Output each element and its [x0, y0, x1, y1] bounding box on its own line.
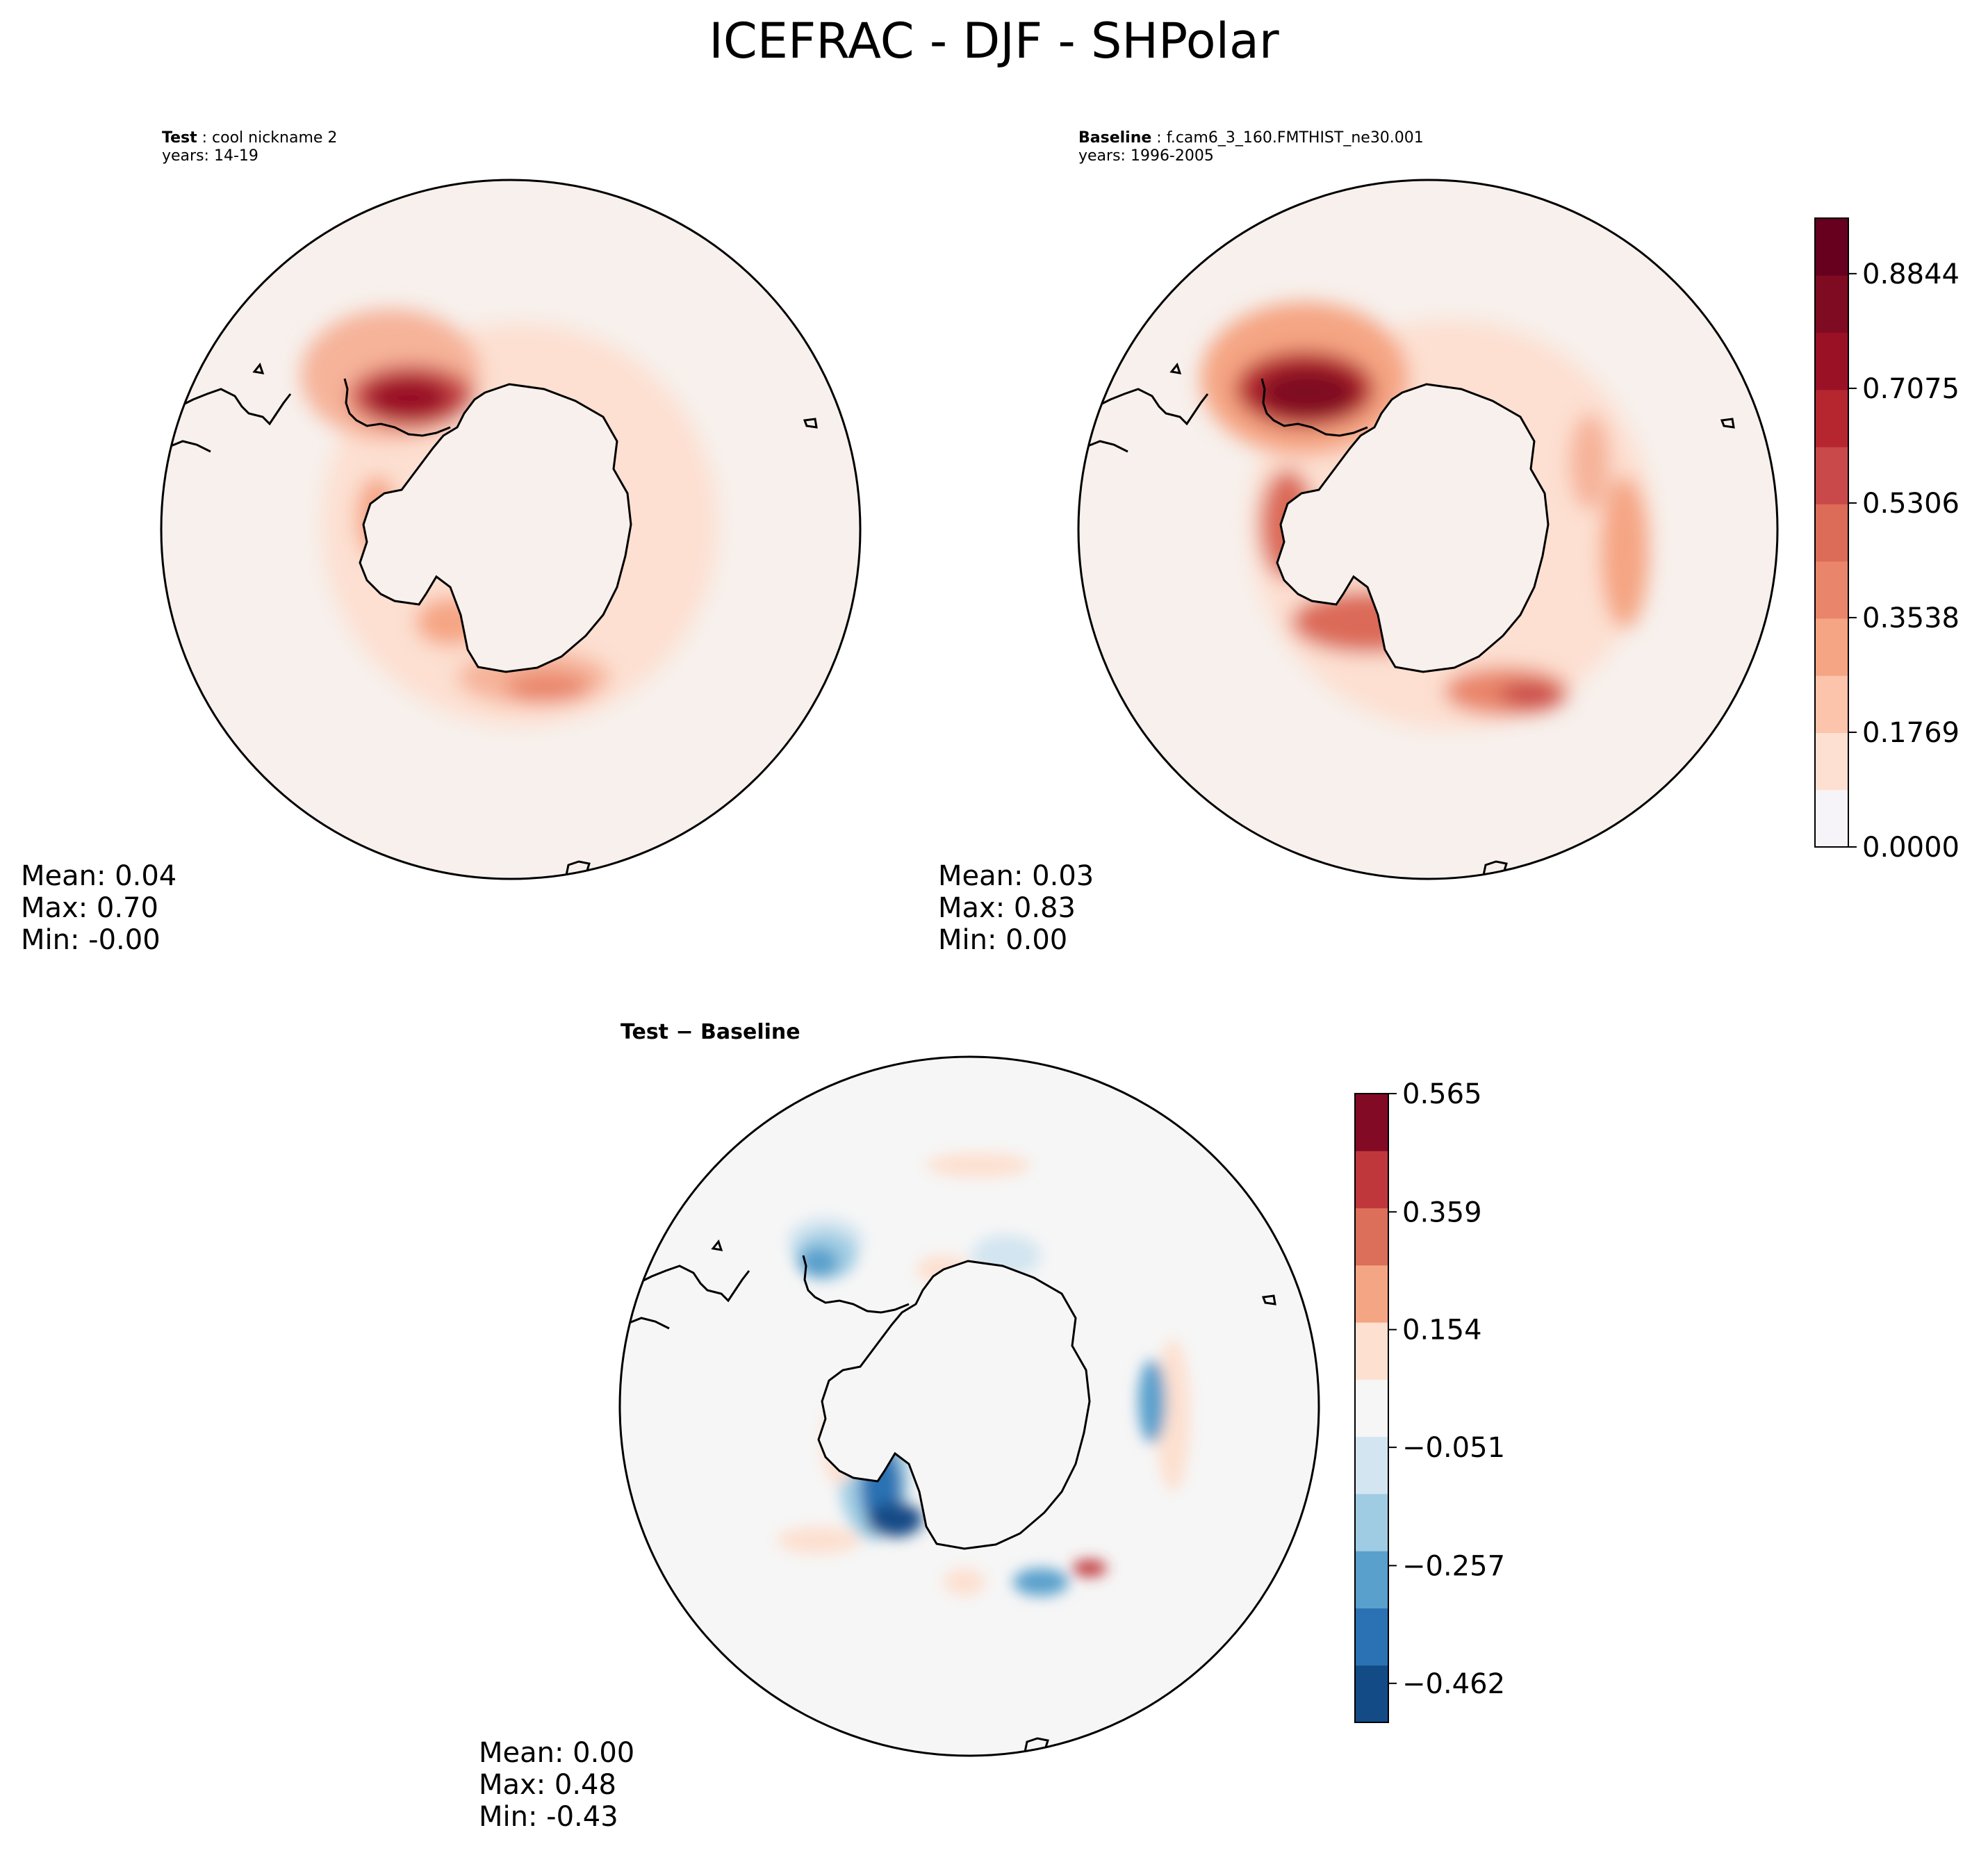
- test-years: years: 14-19: [162, 147, 258, 165]
- small-island: [1720, 418, 1735, 429]
- diff-colorbar-tick-label: −0.051: [1402, 1432, 1505, 1464]
- antarctica-landmass: [359, 383, 632, 673]
- figure-title: ICEFRAC - DJF - SHPolar: [709, 13, 1279, 69]
- main-colorbar-segment: [1815, 561, 1848, 619]
- main-colorbar-segment: [1815, 504, 1848, 562]
- diff-mean: Mean: 0.00: [479, 1737, 635, 1769]
- test-panel-title: Test : cool nickname 2 years: 14-19: [162, 129, 338, 165]
- test-min: Min: -0.00: [21, 924, 161, 956]
- test-stats: Mean: 0.04 Max: 0.70 Min: -0.00: [21, 860, 176, 956]
- diff-map: [618, 1055, 1320, 1757]
- diff-stats: Mean: 0.00 Max: 0.48 Min: -0.43: [479, 1737, 634, 1833]
- diff-colorbar-tick-label: 0.154: [1402, 1315, 1482, 1346]
- antarctic-peninsula: [1260, 378, 1368, 437]
- baseline-mean: Mean: 0.03: [938, 860, 1094, 892]
- baseline-case-name: f.cam6_3_160.FMTHIST_ne30.001: [1166, 129, 1424, 147]
- baseline-panel-title: Baseline : f.cam6_3_160.FMTHIST_ne30.001…: [1078, 129, 1424, 165]
- main-colorbar-segment: [1815, 218, 1848, 276]
- main-colorbar-segment: [1815, 618, 1848, 676]
- diff-colorbar-tick-label: 0.565: [1402, 1078, 1482, 1110]
- small-island: [803, 418, 818, 429]
- main-colorbar-tick-label: 0.5306: [1862, 488, 1960, 520]
- diff-colorbar-segment: [1355, 1551, 1388, 1608]
- main-colorbar-tick-label: 0.3538: [1862, 602, 1960, 634]
- antarctic-peninsula: [343, 378, 451, 437]
- test-max: Max: 0.70: [21, 892, 158, 924]
- small-island: [1261, 1294, 1276, 1306]
- diff-colorbar-segment: [1355, 1094, 1388, 1151]
- main-colorbar-segment: [1815, 389, 1848, 447]
- test-label: Test: [162, 129, 197, 147]
- south-america-coast: [1082, 362, 1209, 453]
- baseline-stats: Mean: 0.03 Max: 0.83 Min: 0.00: [938, 860, 1094, 956]
- main-colorbar-frame: [1814, 217, 1849, 848]
- diff-colorbar-segment: [1355, 1436, 1388, 1494]
- antarctic-peninsula: [802, 1255, 910, 1314]
- baseline-max: Max: 0.83: [938, 892, 1076, 924]
- diff-colorbar-segment: [1355, 1379, 1388, 1438]
- main-colorbar-segment: [1815, 732, 1848, 791]
- diff-colorbar: 0.565 0.359 0.154 −0.051 −0.257 −0.462: [1354, 1078, 1505, 1723]
- baseline-map: [1077, 179, 1779, 880]
- diff-colorbar-tick-label: 0.359: [1402, 1196, 1482, 1228]
- diff-max: Max: 0.48: [479, 1769, 616, 1801]
- main-colorbar-segment: [1815, 332, 1848, 390]
- diff-colorbar-segment: [1355, 1322, 1388, 1380]
- main-colorbar-segment: [1815, 275, 1848, 333]
- baseline-label: Baseline: [1078, 129, 1152, 147]
- main-colorbar-segment: [1815, 447, 1848, 504]
- diff-colorbar-tick-label: −0.257: [1402, 1550, 1505, 1582]
- antarctica-landmass: [817, 1260, 1091, 1550]
- diff-colorbar-segment: [1355, 1208, 1388, 1266]
- main-colorbar-tick-label: 0.7075: [1862, 373, 1960, 405]
- diff-colorbar-segment: [1355, 1151, 1388, 1209]
- diff-colorbar-segment: [1355, 1493, 1388, 1551]
- diff-panel-title: Test − Baseline: [621, 1020, 800, 1044]
- main-colorbar-segment: [1815, 789, 1848, 848]
- diff-min: Min: -0.43: [479, 1801, 618, 1833]
- baseline-years: years: 1996-2005: [1078, 147, 1214, 165]
- diff-colorbar-frame: [1354, 1093, 1389, 1723]
- antarctica-landmass: [1276, 383, 1550, 673]
- diff-colorbar-segment: [1355, 1265, 1388, 1323]
- main-colorbar-tick-label: 0.1769: [1862, 717, 1960, 749]
- main-colorbar-tick-label: 0.0000: [1862, 832, 1960, 864]
- south-america-coast: [623, 1239, 750, 1330]
- test-map: [160, 179, 862, 880]
- diff-colorbar-segment: [1355, 1665, 1388, 1723]
- main-colorbar: 0.0000 0.1769 0.3538 0.5306 0.7075 0.8844: [1814, 217, 1960, 864]
- test-case-name: cool nickname 2: [212, 129, 338, 147]
- main-colorbar-tick-label: 0.8844: [1862, 258, 1960, 290]
- test-mean: Mean: 0.04: [21, 860, 177, 892]
- diff-colorbar-segment: [1355, 1608, 1388, 1666]
- south-america-coast: [165, 362, 292, 453]
- main-colorbar-segment: [1815, 675, 1848, 733]
- baseline-min: Min: 0.00: [938, 924, 1068, 956]
- diff-colorbar-tick-label: −0.462: [1402, 1668, 1505, 1700]
